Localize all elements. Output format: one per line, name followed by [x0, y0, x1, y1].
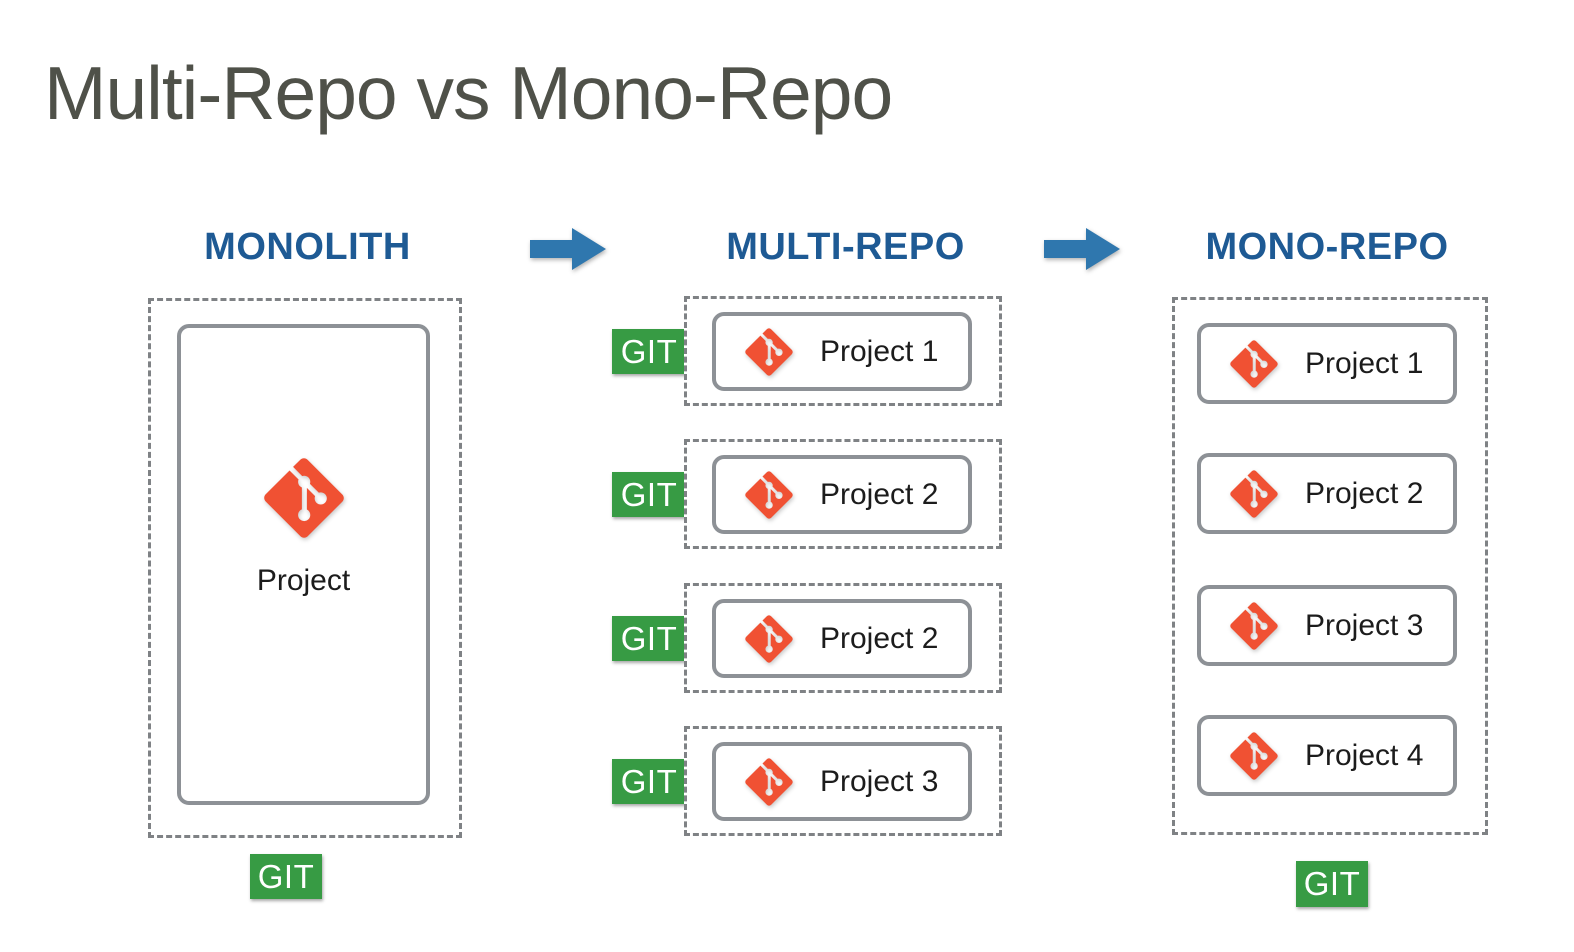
- project-card: Project 1: [1197, 323, 1457, 404]
- git-logo-icon: [1229, 601, 1279, 651]
- git-logo-icon: [1229, 731, 1279, 781]
- git-logo-icon: [1229, 339, 1279, 389]
- right-arrow-icon: [1044, 225, 1122, 273]
- repo-boundary-4: Project 3: [684, 726, 1002, 836]
- project-label: Project 1: [1305, 346, 1424, 380]
- git-logo-icon: [744, 757, 794, 807]
- project-card: Project 1: [712, 312, 972, 391]
- project-label: Project 3: [820, 764, 939, 798]
- project-card: Project 2: [1197, 453, 1457, 534]
- project-label: Project 3: [1305, 608, 1424, 642]
- page-title: Multi-Repo vs Mono-Repo: [44, 51, 893, 135]
- right-arrow-icon: [530, 225, 608, 273]
- mono-repo-boundary: Project 1 Project 2 Project 3 Project 4: [1172, 297, 1488, 835]
- project-card: Project 4: [1197, 715, 1457, 796]
- monolith-project-box: Project: [177, 324, 430, 805]
- project-label: Project 2: [820, 621, 939, 655]
- project-card: Project 2: [712, 599, 972, 678]
- project-label: Project 1: [820, 334, 939, 368]
- git-badge-mono-repo: GIT: [1296, 861, 1368, 907]
- repo-boundary-2: Project 2: [684, 439, 1002, 549]
- project-label: Project 2: [820, 477, 939, 511]
- repo-boundary-3: Project 2: [684, 583, 1002, 693]
- repo-boundary-1: Project 1: [684, 296, 1002, 406]
- git-logo-icon: [744, 614, 794, 664]
- git-badge-repo-1: GIT: [612, 329, 686, 374]
- project-card: Project 3: [1197, 585, 1457, 666]
- column-header-mono-repo: MONO-REPO: [1205, 226, 1449, 268]
- column-header-monolith: MONOLITH: [204, 226, 411, 268]
- monolith-repo-boundary: Project: [148, 298, 462, 838]
- project-label: Project 2: [1305, 476, 1424, 510]
- git-badge-repo-4: GIT: [612, 759, 686, 804]
- git-logo-icon: [744, 327, 794, 377]
- project-card: Project 3: [712, 742, 972, 821]
- project-label: Project 4: [1305, 738, 1424, 772]
- git-badge-repo-2: GIT: [612, 472, 686, 517]
- project-card: Project 2: [712, 455, 972, 534]
- git-badge-repo-3: GIT: [612, 616, 686, 661]
- git-logo-icon: [1229, 469, 1279, 519]
- git-logo-icon: [262, 456, 346, 540]
- project-label: Project: [256, 564, 351, 597]
- git-badge-monolith: GIT: [250, 854, 322, 899]
- git-logo-icon: [744, 470, 794, 520]
- column-header-multi-repo: MULTI-REPO: [726, 226, 965, 268]
